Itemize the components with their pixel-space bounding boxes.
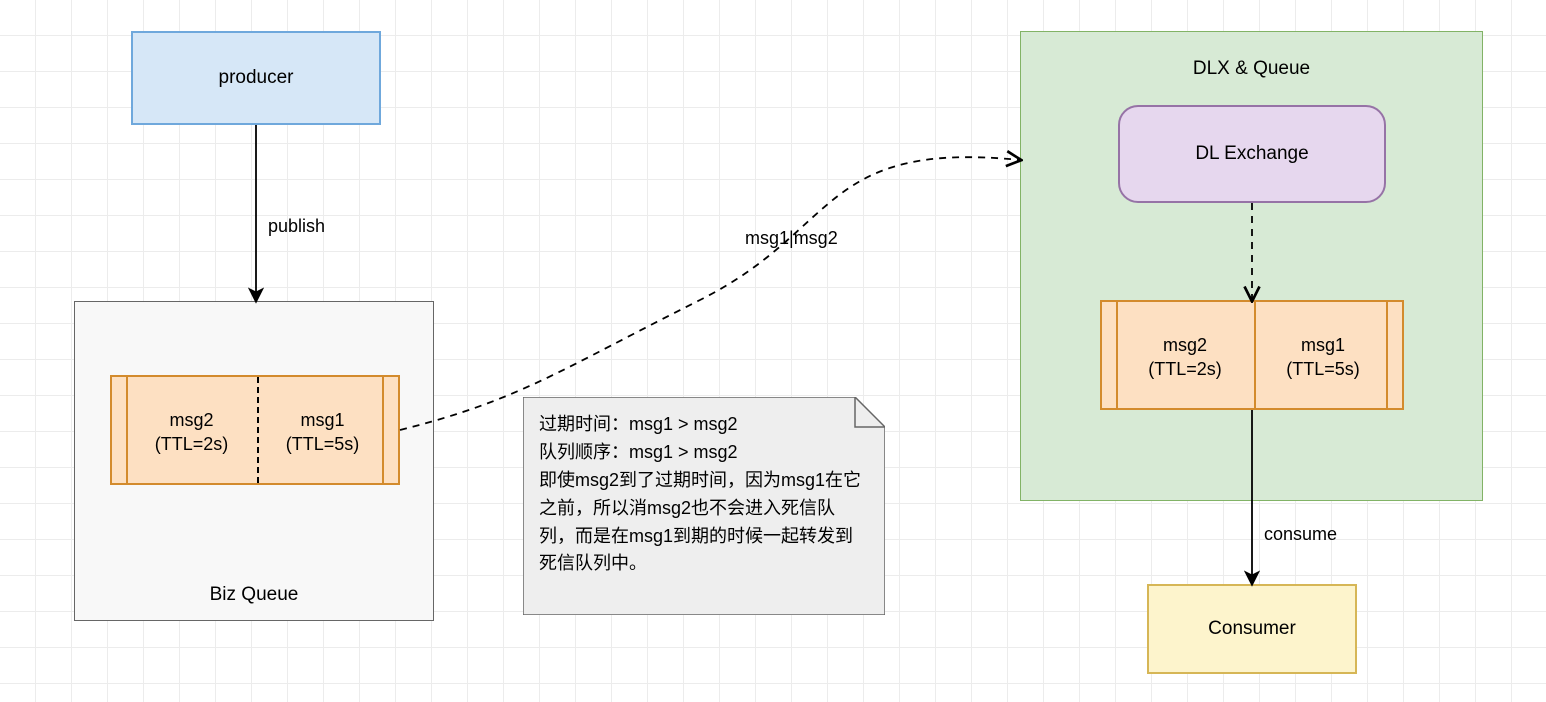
dl-exchange-node: DL Exchange — [1118, 105, 1386, 203]
note-line: 即使msg2到了过期时间，因为msg1在它之前，所以消msg2也不会进入死信队列… — [539, 467, 869, 579]
note-text: 过期时间：msg1 > msg2队列顺序：msg1 > msg2即使msg2到了… — [523, 397, 885, 592]
biz-queue-inner: msg2 (TTL=2s) msg1 (TTL=5s) — [112, 377, 398, 483]
biz-queue-msg1-slot: msg1 (TTL=5s) — [257, 377, 388, 487]
note-line: 过期时间：msg1 > msg2 — [539, 411, 869, 439]
dlx-queue-shell: msg2 (TTL=2s) msg1 (TTL=5s) — [1100, 300, 1404, 410]
consumer-node: Consumer — [1147, 584, 1357, 674]
dlx-queue-msg1-slot: msg1 (TTL=5s) — [1254, 302, 1392, 412]
edge-to-dlx-label-text: msg1|msg2 — [745, 226, 838, 250]
edge-to-dlx-label: msg1|msg2 — [745, 226, 838, 250]
note-line: 队列顺序：msg1 > msg2 — [539, 439, 869, 467]
edge-consume-label: consume — [1264, 522, 1337, 546]
diagram-canvas: { "type": "flowchart", "canvas": { "widt… — [0, 0, 1546, 702]
biz-queue-msg2-line1: msg2 — [169, 408, 213, 432]
dlx-queue-title: DLX & Queue — [1021, 56, 1482, 82]
dl-exchange-label: DL Exchange — [1195, 141, 1308, 167]
edge-publish-label-text: publish — [268, 214, 325, 238]
explanation-note: 过期时间：msg1 > msg2队列顺序：msg1 > msg2即使msg2到了… — [523, 397, 885, 615]
biz-queue-shell: msg2 (TTL=2s) msg1 (TTL=5s) — [110, 375, 400, 485]
edge-publish-label: publish — [268, 214, 325, 238]
biz-queue-msg2-slot: msg2 (TTL=2s) — [126, 377, 257, 487]
dlx-queue-inner: msg2 (TTL=2s) msg1 (TTL=5s) — [1102, 302, 1402, 408]
edge-consume-label-text: consume — [1264, 522, 1337, 546]
producer-node: producer — [131, 31, 381, 125]
biz-queue-msg1-line1: msg1 — [300, 408, 344, 432]
dlx-queue-msg1-line2: (TTL=5s) — [1286, 357, 1360, 381]
biz-queue-msg1-line2: (TTL=5s) — [286, 432, 360, 456]
producer-label: producer — [219, 65, 294, 91]
biz-queue-divider — [257, 377, 259, 483]
dlx-queue-msg2-slot: msg2 (TTL=2s) — [1116, 302, 1254, 412]
consumer-label: Consumer — [1208, 616, 1296, 642]
dlx-queue-msg1-line1: msg1 — [1301, 333, 1345, 357]
biz-queue-title: Biz Queue — [75, 582, 433, 608]
dlx-queue-msg2-line1: msg2 — [1163, 333, 1207, 357]
dlx-queue-msg2-line2: (TTL=2s) — [1148, 357, 1222, 381]
biz-queue-msg2-line2: (TTL=2s) — [155, 432, 229, 456]
dlx-queue-container: DLX & Queue — [1020, 31, 1483, 501]
